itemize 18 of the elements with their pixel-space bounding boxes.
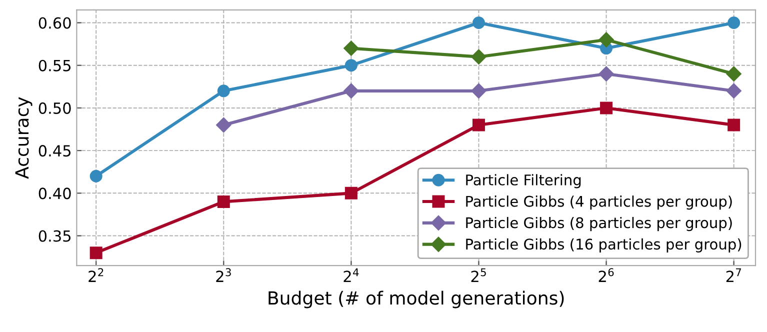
y-axis-title: Accuracy [15,97,32,179]
legend-label: Particle Gibbs (16 particles per group) [466,238,742,252]
legend-label: Particle Gibbs (8 particles per group) [466,216,732,232]
y-tick-label: 0.35 [38,230,71,242]
x-tick-label: 2$^{2}$ [88,268,104,282]
y-tick-label: 0.60 [38,17,71,29]
x-tick-label: 2$^{6}$ [598,268,614,282]
y-tick-label: 0.50 [38,102,71,114]
x-tick-label: 2$^{3}$ [216,268,231,282]
x-axis-title: Budget (# of model generations) [268,290,564,308]
legend-label: Particle Gibbs (4 particles per group) [466,196,732,210]
y-tick-label: 0.40 [38,188,71,200]
x-tick-label: 2$^{4}$ [344,268,359,282]
x-tick-label: 2$^{7}$ [726,268,742,282]
y-tick-label: 0.55 [38,60,71,72]
y-tick-label: 0.45 [38,145,71,157]
legend-label: Particle Filtering [466,174,581,188]
x-tick-label: 2$^{5}$ [471,268,486,282]
